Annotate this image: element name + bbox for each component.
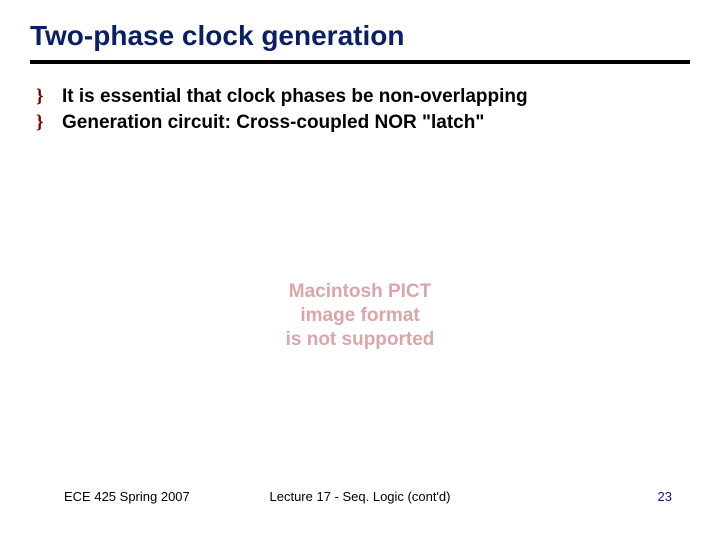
slide: Two-phase clock generation } It is essen… <box>0 0 720 540</box>
footer-center: Lecture 17 - Seq. Logic (cont'd) <box>270 489 451 504</box>
bullet-item: } It is essential that clock phases be n… <box>36 86 690 108</box>
bullet-list: } It is essential that clock phases be n… <box>30 86 690 134</box>
bullet-item: } Generation circuit: Cross-coupled NOR … <box>36 112 690 134</box>
pict-placeholder: Macintosh PICT image format is not suppo… <box>286 280 435 351</box>
bullet-text: It is essential that clock phases be non… <box>62 86 528 107</box>
bullet-marker-icon: } <box>36 112 44 134</box>
title-rule <box>30 60 690 64</box>
footer-page-number: 23 <box>658 489 672 504</box>
footer-left: ECE 425 Spring 2007 <box>64 489 190 504</box>
bullet-marker-icon: } <box>36 86 44 108</box>
slide-title: Two-phase clock generation <box>30 20 690 52</box>
bullet-text: Generation circuit: Cross-coupled NOR "l… <box>62 112 484 133</box>
slide-footer: ECE 425 Spring 2007 Lecture 17 - Seq. Lo… <box>0 489 720 504</box>
